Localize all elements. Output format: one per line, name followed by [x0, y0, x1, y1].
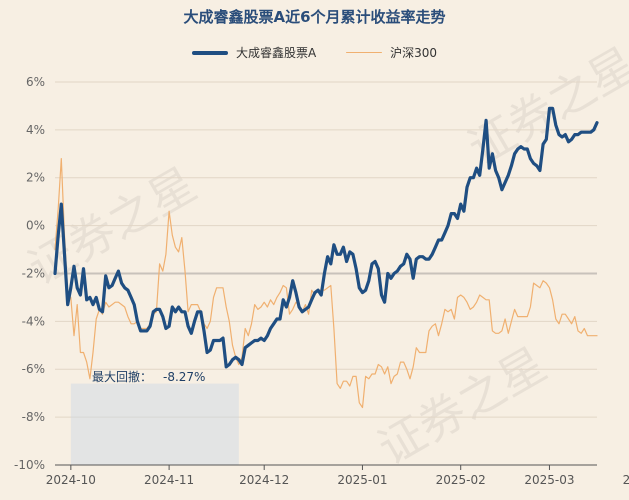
- drawdown-region: [70, 383, 239, 465]
- x-tick-label: 2025-03: [524, 473, 574, 487]
- x-axis: 2024-10 2024-11 2024-12 2025-01 2025-02 2025-…: [46, 464, 629, 487]
- legend-item-benchmark[interactable]: 沪深300: [346, 44, 437, 61]
- x-tick-label: 2025-04: [623, 473, 629, 487]
- x-tick-label: 2024-12: [239, 473, 289, 487]
- legend-swatch-fund: [191, 50, 228, 55]
- legend-item-fund[interactable]: 大成睿鑫股票A: [191, 44, 317, 61]
- y-tick-label: -4%: [22, 314, 45, 328]
- x-tick-label: 2025-02: [436, 473, 486, 487]
- drawdown-rect: [70, 383, 239, 465]
- legend-label-fund: 大成睿鑫股票A: [235, 46, 317, 60]
- y-tick-label: 6%: [26, 75, 45, 89]
- y-axis: 6% 4% 2% 0% -2% -4% -6% -8% -10%: [14, 75, 45, 472]
- series-line-fund: [53, 106, 599, 369]
- legend-label-benchmark: 沪深300: [390, 46, 438, 60]
- chart-title: 大成睿鑫股票A近6个月累计收益率走势: [183, 8, 446, 26]
- y-tick-label: -2%: [22, 266, 45, 280]
- y-tick-label: -6%: [22, 362, 45, 376]
- y-tick-label: -10%: [14, 458, 45, 472]
- x-tick-label: 2024-11: [144, 473, 194, 487]
- watermark-text: 证券之星: [369, 337, 555, 476]
- legend-swatch-benchmark: [346, 52, 383, 53]
- drawdown-annotation: 最大回撤： -8.27%: [92, 369, 205, 384]
- y-tick-label: 0%: [26, 219, 45, 233]
- series-lines: [53, 106, 599, 409]
- drawdown-label: 最大回撤：: [92, 369, 152, 384]
- y-tick-label: 2%: [26, 171, 45, 185]
- watermark-text: 证券之星: [459, 37, 629, 176]
- x-tick-label: 2025-01: [337, 473, 387, 487]
- y-tick-label: -8%: [22, 410, 45, 424]
- legend: 大成睿鑫股票A 沪深300: [0, 44, 629, 61]
- drawdown-value: -8.27%: [163, 370, 205, 384]
- x-tick-label: 2024-10: [46, 473, 96, 487]
- series-line-benchmark: [54, 158, 598, 409]
- y-tick-label: 4%: [26, 123, 45, 137]
